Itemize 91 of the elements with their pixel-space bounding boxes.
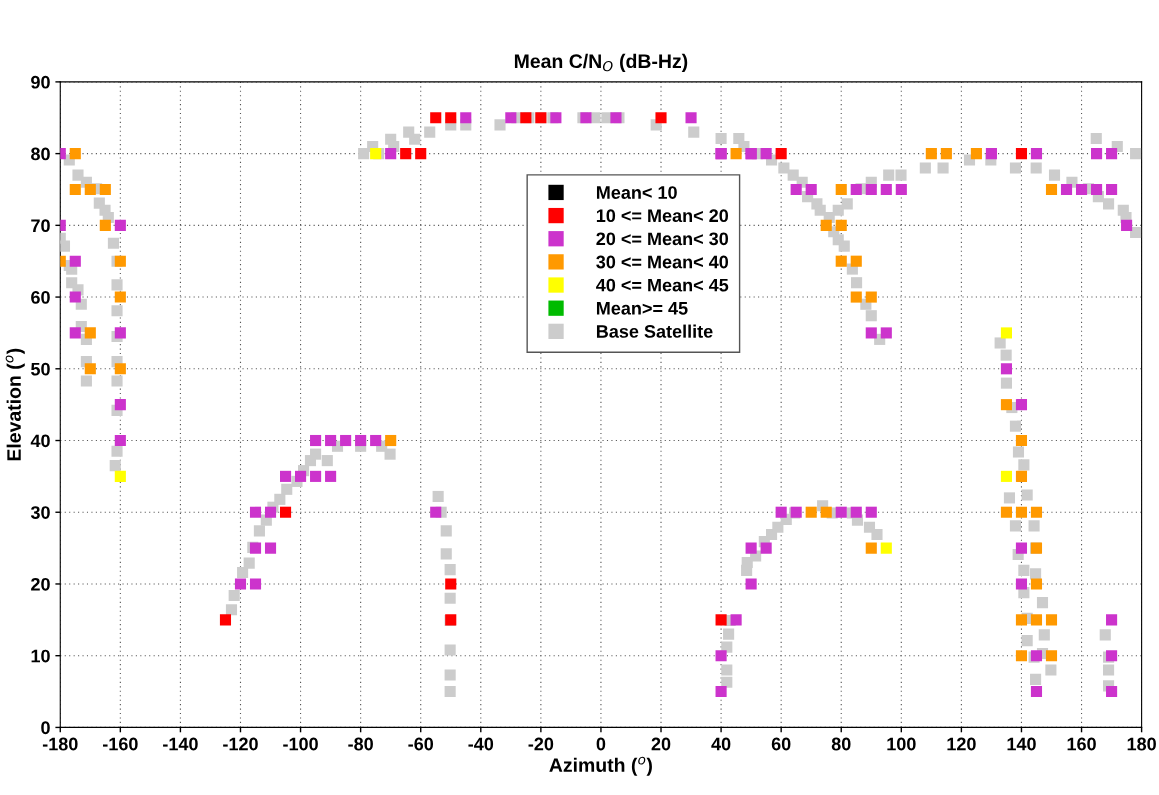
point [850,291,862,303]
point [69,148,81,160]
x-tick-label: 100 [887,737,916,751]
point [219,614,232,626]
point [880,542,892,554]
legend-label: 10 <= Mean< 20 [596,209,729,223]
x-tick-label: 140 [1007,737,1036,751]
x-tick-label: -60 [408,737,434,751]
point [805,506,817,518]
point [99,219,111,231]
legend-label: 20 <= Mean< 30 [596,232,729,246]
x-tick-label: -180 [42,737,78,751]
y-tick-label: 80 [31,147,50,161]
point [84,327,96,339]
point [1015,470,1028,482]
point [655,112,667,124]
point [970,148,982,160]
point [940,148,952,160]
x-tick-label: 80 [831,737,851,751]
point [385,434,397,447]
x-tick-label: -160 [102,737,138,751]
y-axis-title: Elevation ($^{o}$) [5,348,25,461]
point [925,148,937,160]
x-tick-label: 180 [1127,737,1156,751]
point [1015,506,1028,518]
point [415,148,427,160]
y-tick-label: 70 [31,219,50,233]
legend-label: 40 <= Mean< 45 [596,278,729,292]
x-tick-label: -140 [163,737,198,751]
x-tick-label: 160 [1067,737,1096,751]
point [835,183,847,196]
point [84,183,96,196]
point [99,183,111,196]
point [850,255,862,267]
y-tick-label: 60 [31,291,50,304]
legend-label: Mean< 10 [596,186,677,199]
y-tick-label: 10 [31,649,50,663]
point [430,112,442,124]
point [730,148,742,160]
point [1030,578,1043,590]
point [1000,399,1012,411]
point [1015,148,1028,160]
point [84,363,96,375]
x-tick-label: 120 [947,737,976,751]
x-tick-label: -120 [223,737,258,751]
point [865,542,877,554]
x-tick-label: -80 [348,737,373,751]
x-tick-label: 0 [596,737,606,751]
y-tick-label: 30 [30,506,50,519]
y-tick-label: 90 [31,75,50,89]
y-tick-label: 20 [31,577,50,591]
point [1015,614,1028,626]
point [1000,470,1012,482]
x-tick-label: 20 [651,737,671,751]
chart-title: Mean C/N$_{O}$ (dB-Hz) [514,53,688,72]
point [114,363,126,375]
x-tick-label: 40 [711,737,731,751]
x-axis-title: Azimuth ($^{o}$) [549,756,652,776]
point [820,219,832,231]
point [835,219,847,231]
y-tick-label: 0 [41,721,50,735]
point [1015,650,1028,662]
point [1045,614,1058,626]
point [445,112,457,124]
point [400,148,412,160]
x-tick-label: -40 [468,737,494,751]
point [1000,327,1012,339]
point [1030,506,1043,518]
point [445,578,457,590]
point [1015,434,1028,447]
x-tick-label: -20 [528,737,554,751]
point [69,183,81,196]
point [835,255,847,267]
y-tick-label: 40 [30,434,50,448]
x-tick-label: 60 [771,737,791,751]
point [715,614,727,626]
legend-label: Mean>= 45 [596,302,688,315]
y-tick-label: 50 [31,362,50,376]
point [820,506,832,518]
point [1000,506,1012,518]
point [1030,614,1043,626]
legend-label: Base Satellite [596,324,713,338]
point [1045,650,1058,662]
point [865,291,877,303]
point [279,506,292,518]
point [114,291,126,303]
point [1045,183,1058,196]
legend-label: 30 <= Mean< 40 [596,255,729,269]
point [775,148,787,160]
x-tick-label: -100 [283,737,318,751]
point [114,470,126,482]
